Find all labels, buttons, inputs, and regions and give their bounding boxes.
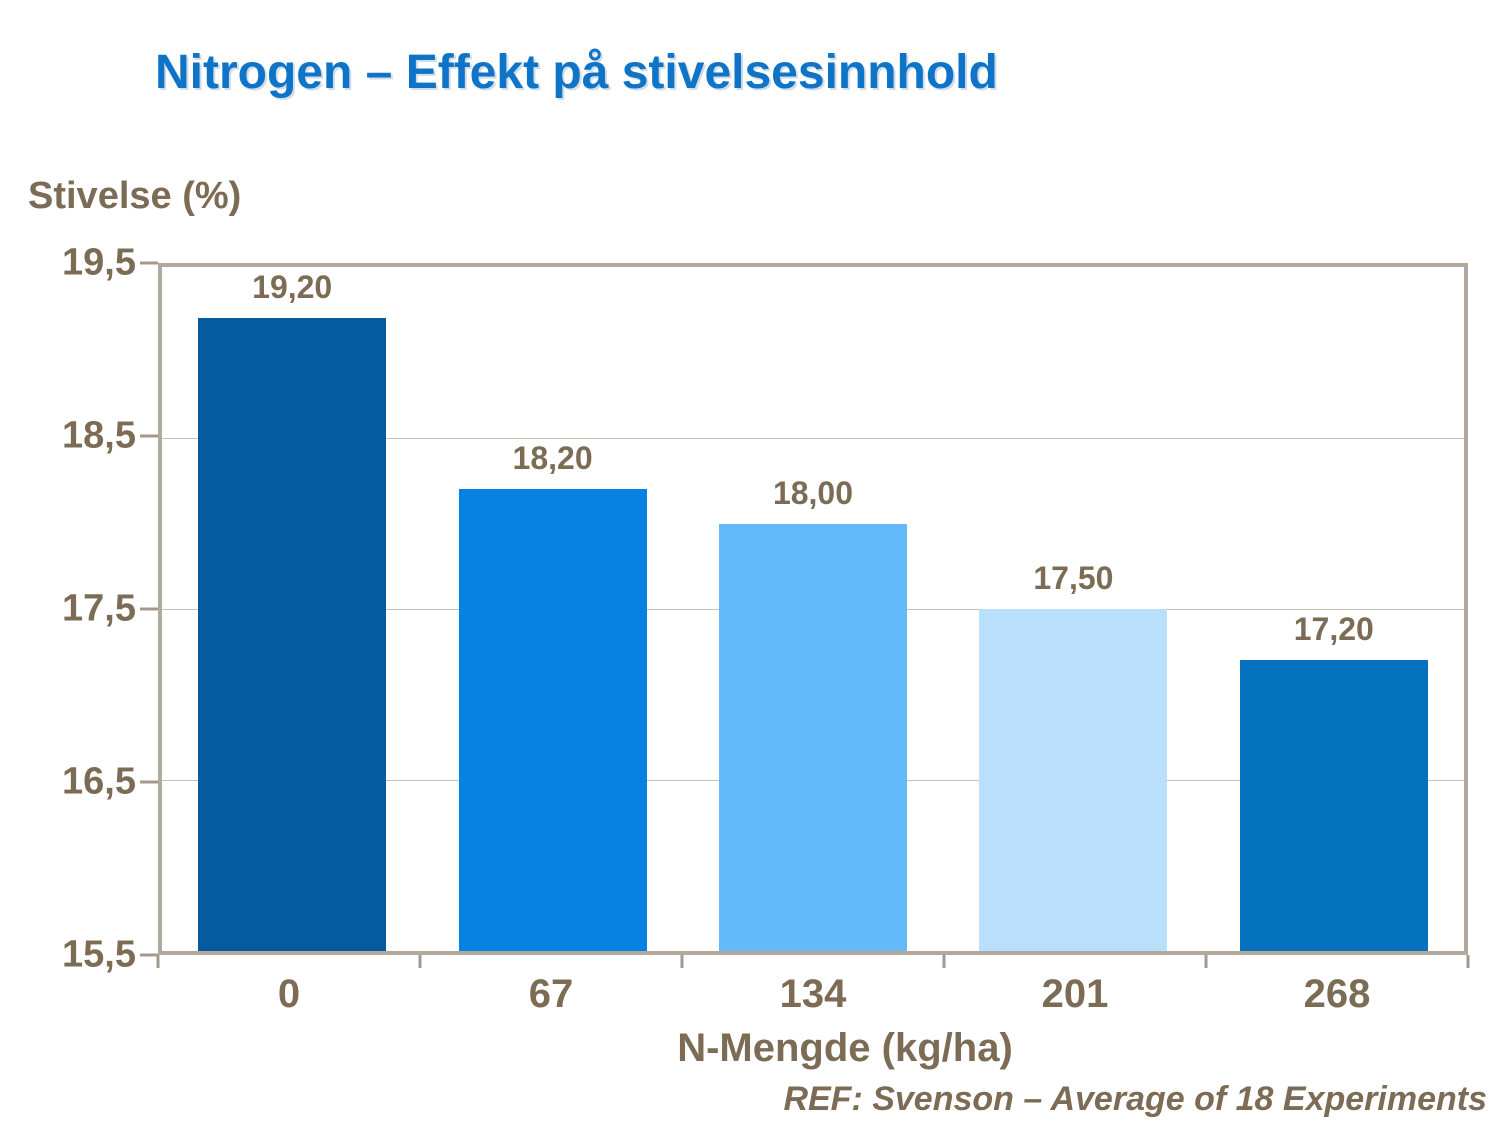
bar-group: 17,20 xyxy=(1239,611,1428,951)
x-tick-mark xyxy=(1466,955,1470,968)
reference-note: REF: Svenson – Average of 18 Experiments xyxy=(783,1080,1487,1118)
bar xyxy=(718,523,907,951)
bar-group: 18,00 xyxy=(718,475,907,951)
bar-value-label: 19,20 xyxy=(252,269,333,306)
y-axis-ticks xyxy=(140,261,158,957)
gridline-18-5 xyxy=(162,438,1464,439)
bar xyxy=(198,318,387,951)
x-tick-mark xyxy=(156,955,160,968)
x-tick-mark xyxy=(680,955,684,968)
y-tick-mark xyxy=(140,434,158,438)
y-tick-mark xyxy=(140,607,158,611)
bar xyxy=(458,489,647,951)
x-axis-labels: 0 67 134 201 268 xyxy=(158,972,1468,1022)
chart-title: Nitrogen – Effekt på stivelsesinnhold xyxy=(155,46,998,99)
bar-value-label: 18,20 xyxy=(512,440,593,477)
x-tick-mark xyxy=(418,955,422,968)
x-tick-mark xyxy=(942,955,946,968)
x-tick-mark xyxy=(1204,955,1208,968)
bar xyxy=(979,609,1168,951)
bar-group: 18,20 xyxy=(458,440,647,951)
y-tick-label: 15,5 xyxy=(62,933,136,976)
y-tick-mark xyxy=(140,261,158,265)
x-tick-label: 0 xyxy=(277,972,301,1016)
y-tick-label: 19,5 xyxy=(62,241,136,284)
bar-series: 19,20 18,20 18,00 17,50 17,20 xyxy=(162,267,1464,951)
bar-value-label: 18,00 xyxy=(772,474,854,511)
bar-value-label: 17,20 xyxy=(1293,611,1374,648)
x-tick-label: 67 xyxy=(528,972,574,1016)
bar-value-label: 17,50 xyxy=(1033,560,1114,596)
bar xyxy=(1239,660,1428,951)
y-tick-mark xyxy=(140,780,158,784)
x-axis-ticks xyxy=(156,955,1470,968)
y-axis-title: Stivelse (%) xyxy=(28,175,242,217)
x-axis-title: N-Mengde (kg/ha) xyxy=(677,1026,1013,1070)
x-tick-label: 201 xyxy=(1041,972,1109,1016)
y-tick-mark xyxy=(140,953,158,957)
y-tick-label: 16,5 xyxy=(62,760,136,803)
bar-group: 17,50 xyxy=(979,560,1168,951)
y-tick-label: 17,5 xyxy=(62,587,136,630)
y-tick-label: 18,5 xyxy=(62,414,136,457)
x-tick-label: 134 xyxy=(779,972,847,1016)
y-axis-labels: 19,5 18,5 17,5 16,5 15,5 xyxy=(20,242,136,976)
bar-group: 19,20 xyxy=(198,269,387,951)
x-tick-label: 268 xyxy=(1303,972,1371,1016)
